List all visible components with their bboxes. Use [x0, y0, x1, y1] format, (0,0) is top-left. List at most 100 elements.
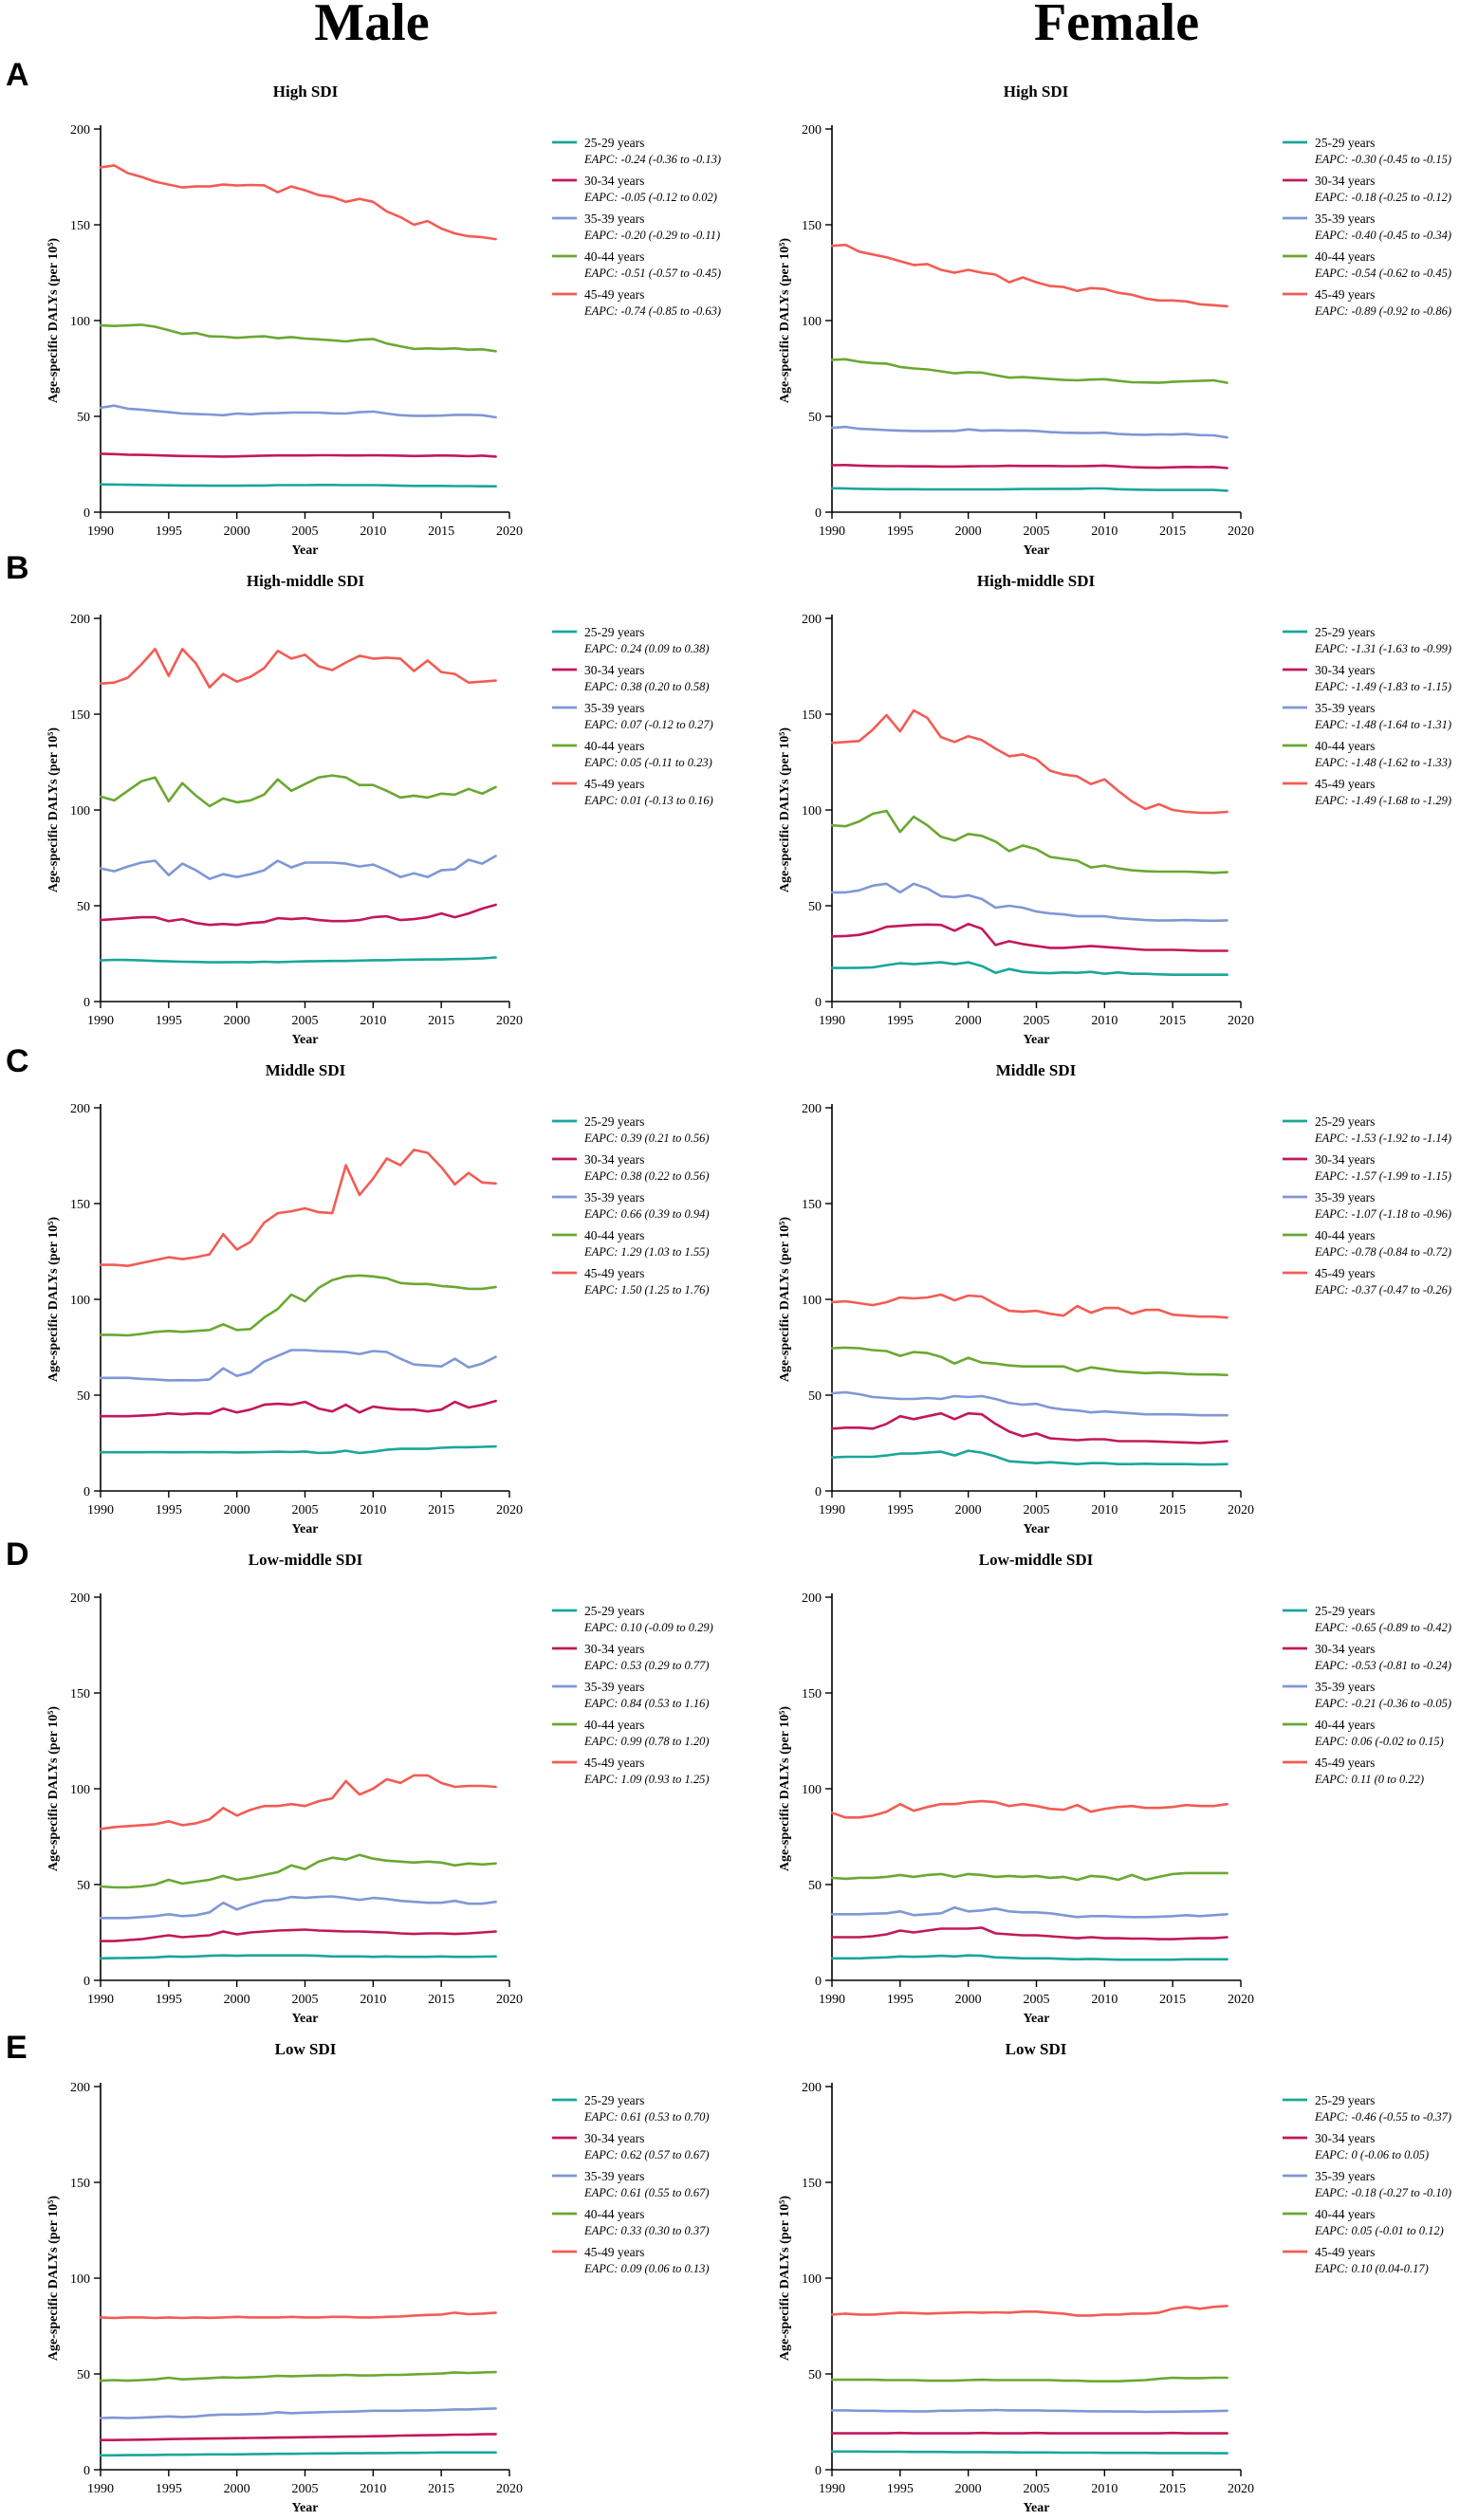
x-tick-label: 2020 [496, 524, 523, 539]
y-tick-label: 50 [77, 900, 90, 914]
x-tick-label: 1990 [819, 2482, 845, 2496]
y-tick-label: 100 [802, 804, 822, 819]
legend-eapc: EAPC: -0.53 (-0.81 to -0.24) [1314, 1659, 1451, 1672]
x-tick-label: 2010 [360, 1014, 386, 1028]
x-tick-label: 2005 [292, 1503, 319, 1518]
legend-label: 30-34 years [584, 663, 644, 677]
series-line-25-29-years [830, 1449, 1229, 1466]
series-line-35-39-years [830, 2408, 1229, 2414]
x-tick-label: 2005 [292, 2482, 319, 2496]
panel-letter-e: E [6, 2030, 28, 2066]
y-tick-label: 100 [802, 1783, 822, 1797]
chart-6: Middle SDI 0 50 100 150 200 1990 1995 2000 2005 20… [778, 1061, 1451, 1536]
series-line-40-44-years [830, 1871, 1229, 1882]
chart-9: Low SDI 0 50 100 150 200 1990 1995 2000 2005 2010 2… [46, 2040, 710, 2515]
y-tick-label: 50 [77, 1389, 90, 1404]
x-tick-label: 1995 [156, 1503, 182, 1518]
legend-eapc: EAPC: -0.54 (-0.62 to -0.45) [1314, 267, 1451, 280]
legend-eapc: EAPC: 0.09 (0.06 to 0.13) [583, 2262, 710, 2275]
series-line-25-29-years [99, 2451, 497, 2457]
legend-label: 40-44 years [584, 739, 644, 753]
x-tick-label: 1995 [156, 2482, 182, 2496]
y-tick-label: 0 [815, 506, 822, 521]
legend-eapc: EAPC: -1.53 (-1.92 to -1.14) [1314, 1131, 1451, 1145]
x-tick-label: 2015 [428, 2482, 454, 2496]
legend-label: 30-34 years [1315, 663, 1375, 677]
series-line-45-49-years [99, 647, 497, 690]
legend-label: 30-34 years [584, 174, 644, 188]
legend-label: 45-49 years [584, 287, 644, 302]
legend-label: 35-39 years [1315, 701, 1375, 715]
legend-eapc: EAPC: -0.51 (-0.57 to -0.45) [583, 267, 721, 280]
x-tick-label: 2015 [428, 1014, 454, 1028]
x-tick-label: 2010 [1091, 1503, 1118, 1518]
x-tick-label: 2005 [1024, 524, 1050, 539]
x-axis-title: Year [1024, 2501, 1050, 2515]
legend-eapc: EAPC: 0.62 (0.57 to 0.67) [583, 2148, 710, 2161]
x-tick-label: 1990 [87, 1503, 114, 1518]
x-tick-label: 2015 [1159, 1503, 1186, 1518]
x-tick-label: 1995 [887, 1993, 914, 2007]
chart-title: High SDI [1004, 83, 1069, 101]
x-tick-label: 2005 [1024, 1014, 1050, 1028]
legend-eapc: EAPC: -0.05 (-0.12 to 0.02) [583, 191, 717, 204]
x-tick-label: 2000 [955, 2482, 982, 2496]
legend-label: 25-29 years [1315, 625, 1375, 639]
series-line-30-34-years [830, 922, 1229, 952]
panel-letter-d: D [6, 1536, 29, 1573]
legend-eapc: EAPC: -0.65 (-0.89 to -0.42) [1314, 1621, 1451, 1634]
legend-label: 35-39 years [1315, 2169, 1375, 2183]
x-tick-label: 2005 [292, 1014, 319, 1028]
y-axis-title: Age-specific DALYs (per 10⁵) [46, 238, 61, 403]
legend-label: 40-44 years [1315, 1718, 1375, 1732]
legend-label: 40-44 years [584, 249, 644, 264]
chart-7: Low-middle SDI 0 50 100 150 200 1990 1995 2000 20… [46, 1551, 713, 2026]
chart-1: High SDI 0 50 100 150 200 1990 1995 2000 2005 2010… [46, 83, 721, 558]
x-tick-label: 2020 [1228, 1503, 1254, 1518]
x-tick-label: 2000 [224, 2482, 250, 2496]
y-axis-title: Age-specific DALYs (per 10⁵) [46, 2196, 61, 2361]
x-tick-label: 2015 [428, 1503, 454, 1518]
y-tick-label: 200 [70, 1102, 90, 1116]
y-tick-label: 50 [808, 900, 822, 914]
legend-label: 25-29 years [1315, 1604, 1375, 1618]
y-tick-label: 50 [77, 2368, 90, 2382]
legend-label: 25-29 years [1315, 2093, 1375, 2107]
legend-label: 25-29 years [584, 1604, 644, 1618]
series-line-45-49-years [830, 2305, 1229, 2317]
legend-eapc: EAPC: 0 (-0.06 to 0.05) [1314, 2148, 1429, 2161]
series-line-40-44-years [830, 1346, 1229, 1377]
y-tick-label: 150 [70, 708, 90, 723]
chart-10: Low SDI 0 50 100 150 200 1990 1995 2000 2005 2010 2… [778, 2040, 1451, 2515]
y-tick-label: 0 [815, 1975, 822, 1989]
series-line-40-44-years [99, 1274, 497, 1337]
y-tick-label: 0 [83, 506, 90, 521]
series-line-35-39-years [830, 882, 1229, 923]
x-tick-label: 2005 [1024, 1993, 1050, 2007]
series-line-40-44-years [830, 2376, 1229, 2382]
chart-5: Middle SDI 0 50 100 150 200 1990 1995 2000 2005 20… [46, 1061, 710, 1536]
y-tick-label: 200 [802, 1102, 822, 1116]
x-tick-label: 2010 [1091, 1014, 1118, 1028]
chart-title: Low SDI [1006, 2040, 1067, 2058]
y-tick-label: 200 [70, 2081, 90, 2095]
x-tick-label: 2010 [1091, 524, 1118, 539]
legend-eapc: EAPC: 0.38 (0.22 to 0.56) [583, 1169, 710, 1183]
x-tick-label: 2000 [224, 1014, 250, 1028]
x-tick-label: 1995 [887, 524, 914, 539]
series-line-25-29-years [830, 2450, 1229, 2455]
series-line-25-29-years [99, 1954, 497, 1960]
legend-eapc: EAPC: 0.61 (0.53 to 0.70) [583, 2110, 710, 2124]
legend-label: 40-44 years [1315, 249, 1375, 264]
legend-eapc: EAPC: 1.50 (1.25 to 1.76) [583, 1283, 710, 1297]
legend-label: 30-34 years [584, 2131, 644, 2145]
legend-label: 45-49 years [1315, 1756, 1375, 1770]
x-axis-title: Year [292, 2012, 319, 2026]
x-tick-label: 2000 [224, 1503, 250, 1518]
x-tick-label: 1995 [887, 1503, 914, 1518]
x-tick-label: 2005 [1024, 1503, 1050, 1518]
legend-eapc: EAPC: 0.05 (-0.01 to 0.12) [1314, 2224, 1444, 2237]
series-line-25-29-years [830, 961, 1229, 976]
legend-eapc: EAPC: -0.46 (-0.55 to -0.37) [1314, 2110, 1451, 2124]
